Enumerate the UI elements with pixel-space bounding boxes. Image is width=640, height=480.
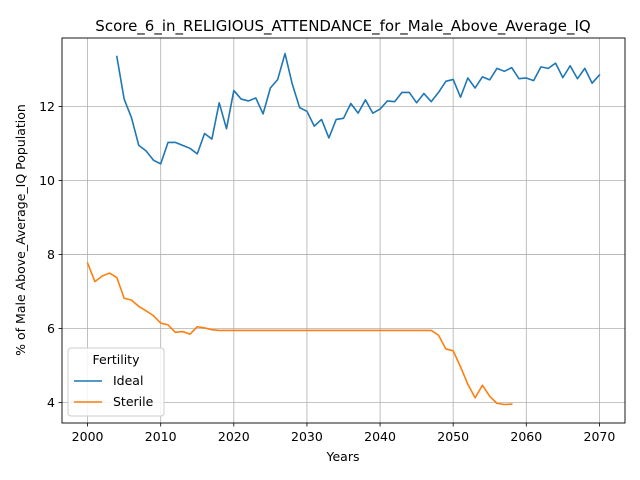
- ticks: 2000 2010 2020 2030 2040 2050 2060 2070 4 6 8 10 12: [39, 99, 615, 444]
- legend-label-ideal: Ideal: [113, 373, 143, 388]
- x-tick-label: 2010: [145, 429, 177, 444]
- plot-frame: [61, 37, 626, 424]
- x-tick-label: 2060: [510, 429, 542, 444]
- y-tick-label: 8: [47, 247, 55, 262]
- series-line-ideal: [115, 52, 601, 165]
- y-tick-label: 12: [39, 99, 55, 114]
- legend-box: [67, 347, 165, 417]
- x-tick-label: 2050: [437, 429, 469, 444]
- x-tick-label: 2030: [291, 429, 323, 444]
- y-tick-label: 6: [47, 321, 55, 336]
- x-axis-title: Years: [326, 449, 360, 464]
- legend-title: Fertility: [93, 352, 141, 367]
- y-tick-label: 10: [39, 173, 55, 188]
- y-tick-label: 4: [47, 395, 55, 410]
- y-axis-title: % of Male Above_Average_IQ Population: [13, 104, 28, 356]
- legend-label-sterile: Sterile: [113, 394, 154, 409]
- x-tick-label: 2020: [218, 429, 250, 444]
- series-line-sterile: [86, 262, 513, 406]
- chart-title: Score_6_in_RELIGIOUS_ATTENDANCE_for_Male…: [95, 17, 590, 36]
- legend: Fertility Ideal Sterile: [67, 347, 165, 417]
- series-lines: [86, 52, 601, 406]
- x-tick-label: 2000: [72, 429, 104, 444]
- x-tick-label: 2070: [584, 429, 616, 444]
- x-tick-label: 2040: [364, 429, 396, 444]
